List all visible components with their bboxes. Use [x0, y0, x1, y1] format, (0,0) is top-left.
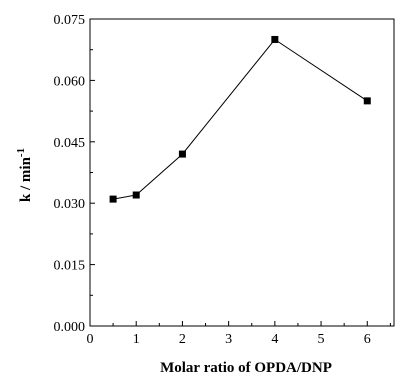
y-axis-title-exponent: -1: [15, 148, 27, 157]
x-tick-label: 3: [225, 332, 232, 347]
y-tick-label: 0.075: [54, 13, 86, 28]
y-tick-label: 0.000: [54, 320, 86, 335]
x-axis-title: Molar ratio of OPDA/DNP: [160, 360, 332, 376]
plot-frame: [89, 18, 395, 327]
series-line: [113, 38, 368, 200]
x-tick-label: 0: [87, 332, 94, 347]
data-point: [178, 150, 186, 158]
data-point: [132, 191, 140, 199]
y-tick-label: 0.060: [54, 74, 86, 89]
y-tick-label: 0.030: [54, 197, 86, 212]
x-tick-label: 5: [318, 332, 325, 347]
y-tick-label: 0.015: [54, 259, 86, 274]
y-tick-label: 0.045: [54, 136, 86, 151]
x-tick-label: 1: [133, 332, 140, 347]
data-point: [363, 97, 371, 105]
data-point: [271, 35, 279, 43]
y-axis-title: k / min-1: [15, 148, 34, 202]
x-tick-label: 4: [271, 332, 278, 347]
data-point: [109, 195, 117, 203]
x-tick-label: 6: [364, 332, 371, 347]
x-tick-label: 2: [179, 332, 186, 347]
y-axis-title-main: k / min: [18, 156, 34, 202]
